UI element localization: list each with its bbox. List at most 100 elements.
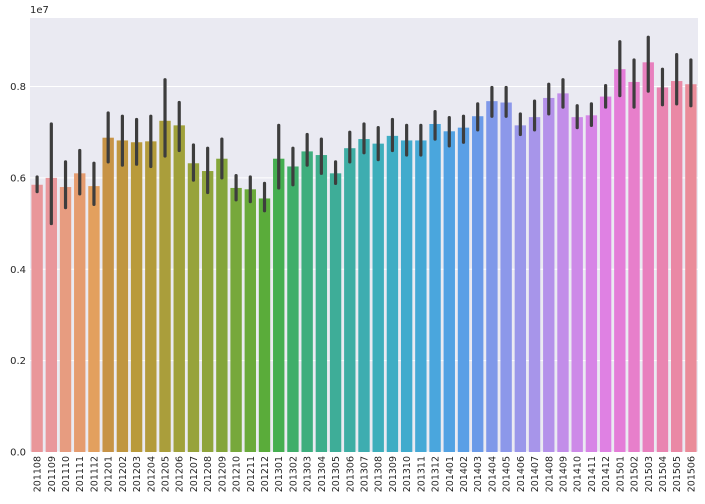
x-tick-label: 201206 bbox=[175, 456, 186, 492]
x-tick-label: 201211 bbox=[246, 456, 257, 492]
y-tick-label: 0.8 bbox=[10, 82, 26, 93]
bar bbox=[145, 141, 157, 453]
bar bbox=[59, 187, 72, 452]
x-tick-label: 201302 bbox=[288, 456, 299, 492]
bar bbox=[585, 115, 598, 452]
bar bbox=[31, 184, 43, 452]
bar bbox=[415, 140, 427, 452]
bar bbox=[130, 142, 143, 452]
bar bbox=[670, 81, 683, 452]
error-bars bbox=[35, 35, 693, 226]
x-tick-label: 201409 bbox=[558, 456, 569, 492]
x-tick-label: 201112 bbox=[89, 456, 100, 492]
bar bbox=[244, 189, 256, 452]
bar bbox=[486, 101, 498, 452]
x-tick-label: 201403 bbox=[473, 456, 484, 492]
y-tick-label: 0.4 bbox=[10, 265, 26, 276]
bar bbox=[614, 69, 626, 452]
x-tick-label: 201308 bbox=[374, 456, 385, 492]
bar bbox=[514, 125, 527, 452]
x-tick-label: 201110 bbox=[61, 456, 72, 492]
x-tick-label: 201212 bbox=[260, 456, 271, 492]
bar bbox=[173, 125, 185, 452]
bar bbox=[315, 155, 328, 453]
bar bbox=[400, 140, 413, 452]
bar bbox=[500, 102, 512, 452]
y-tick-label: 0.2 bbox=[10, 356, 26, 367]
x-tick-label: 201402 bbox=[459, 456, 470, 492]
x-axis-ticks: 201108 201109 201110 201111 201112 201201 2012… bbox=[33, 456, 698, 492]
x-tick-label: 201109 bbox=[47, 456, 58, 492]
x-tick-label: 201506 bbox=[686, 456, 697, 492]
bar bbox=[472, 116, 484, 452]
x-tick-label: 201411 bbox=[587, 456, 598, 492]
x-tick-label: 201304 bbox=[317, 456, 328, 492]
x-tick-label: 201208 bbox=[203, 456, 214, 492]
x-tick-label: 201412 bbox=[601, 456, 612, 492]
x-tick-label: 201203 bbox=[132, 456, 143, 492]
x-tick-label: 201209 bbox=[217, 456, 228, 492]
x-tick-label: 201207 bbox=[189, 456, 200, 492]
x-tick-label: 201301 bbox=[274, 456, 285, 492]
x-tick-label: 201210 bbox=[232, 456, 243, 492]
bar bbox=[386, 135, 399, 452]
bar bbox=[230, 187, 242, 453]
x-tick-label: 201309 bbox=[388, 456, 399, 492]
bar bbox=[372, 143, 384, 452]
x-tick-label: 201408 bbox=[544, 456, 555, 492]
x-tick-label: 201201 bbox=[104, 456, 115, 492]
bar bbox=[301, 151, 313, 452]
y-tick-label: 0.0 bbox=[10, 448, 26, 459]
x-tick-label: 201204 bbox=[146, 456, 157, 492]
bar bbox=[258, 198, 271, 452]
bar bbox=[656, 87, 669, 452]
bar bbox=[344, 148, 356, 452]
x-tick-label: 201306 bbox=[345, 456, 356, 492]
bar bbox=[628, 81, 640, 453]
bar bbox=[201, 171, 214, 452]
bar bbox=[45, 177, 58, 453]
x-tick-label: 201310 bbox=[402, 456, 413, 492]
bar bbox=[88, 186, 100, 452]
bar bbox=[287, 166, 299, 452]
x-tick-label: 201401 bbox=[445, 456, 456, 492]
x-tick-label: 201405 bbox=[502, 456, 513, 492]
bar bbox=[102, 137, 114, 452]
x-tick-label: 201307 bbox=[360, 456, 371, 492]
y-axis-ticks: 0.0 0.2 0.4 0.6 0.8 bbox=[10, 82, 26, 458]
x-tick-label: 201503 bbox=[644, 456, 655, 492]
x-tick-label: 201501 bbox=[615, 456, 626, 492]
bar bbox=[642, 62, 654, 452]
bar bbox=[571, 117, 583, 452]
bar bbox=[599, 96, 612, 452]
x-tick-label: 201502 bbox=[630, 456, 641, 492]
bar bbox=[187, 163, 200, 452]
bar bbox=[457, 127, 470, 453]
bar bbox=[273, 158, 285, 452]
x-tick-label: 201303 bbox=[303, 456, 314, 492]
x-tick-label: 201407 bbox=[530, 456, 541, 492]
x-tick-label: 201311 bbox=[416, 456, 427, 492]
y-tick-label: 0.6 bbox=[10, 173, 26, 184]
x-tick-label: 201202 bbox=[118, 456, 129, 492]
x-tick-label: 201205 bbox=[161, 456, 172, 492]
x-tick-label: 201406 bbox=[516, 456, 527, 492]
bar bbox=[429, 123, 441, 452]
bar bbox=[358, 139, 370, 452]
x-tick-label: 201404 bbox=[487, 456, 498, 492]
bar bbox=[543, 97, 555, 453]
x-tick-label: 201305 bbox=[331, 456, 342, 492]
x-tick-label: 201312 bbox=[431, 456, 442, 492]
bar bbox=[216, 158, 228, 452]
bar bbox=[443, 131, 455, 452]
bar bbox=[557, 93, 569, 453]
x-tick-label: 201108 bbox=[33, 456, 44, 492]
x-tick-label: 201505 bbox=[672, 456, 683, 492]
bar bbox=[685, 84, 697, 453]
bars bbox=[31, 62, 697, 453]
x-tick-label: 201111 bbox=[75, 456, 86, 492]
bar bbox=[528, 117, 541, 452]
bar bbox=[329, 173, 342, 453]
